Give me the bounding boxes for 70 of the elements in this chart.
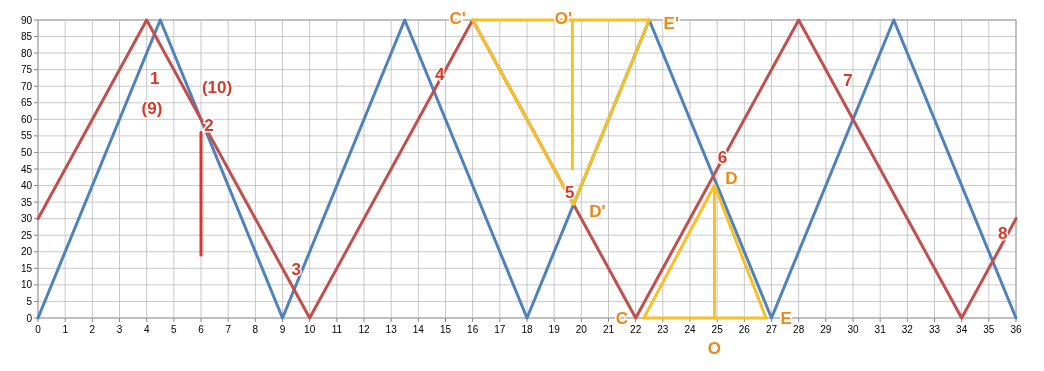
annotation: D' bbox=[589, 201, 606, 221]
x-tick-label: 19 bbox=[548, 324, 561, 335]
x-tick-label: 35 bbox=[983, 324, 995, 335]
y-tick-label: 85 bbox=[20, 31, 33, 43]
y-tick-label: 70 bbox=[20, 80, 33, 92]
x-tick-label: 30 bbox=[847, 324, 859, 335]
annotation: E bbox=[780, 309, 792, 329]
x-tick-label: 21 bbox=[602, 324, 615, 335]
y-tick-label: 30 bbox=[20, 213, 33, 225]
x-tick-label: 27 bbox=[765, 324, 778, 335]
x-tick-label: 36 bbox=[1010, 324, 1022, 335]
y-tick-label: 50 bbox=[20, 146, 33, 158]
x-tick-label: 28 bbox=[793, 324, 805, 335]
annotation: 3 bbox=[291, 260, 301, 280]
x-tick-label: 23 bbox=[657, 324, 669, 335]
x-tick-label: 32 bbox=[901, 324, 914, 335]
x-tick-label: 22 bbox=[630, 324, 642, 335]
y-tick-label: 35 bbox=[20, 196, 33, 208]
x-tick-label: 25 bbox=[711, 324, 724, 335]
x-tick-label: 17 bbox=[494, 324, 506, 335]
annotation: 7 bbox=[843, 70, 853, 90]
x-tick-label: 11 bbox=[331, 324, 343, 335]
annotation: 1 bbox=[150, 69, 160, 89]
x-tick-label: 18 bbox=[521, 324, 533, 335]
y-tick-label: 60 bbox=[20, 113, 33, 125]
x-tick-label: 8 bbox=[252, 324, 259, 335]
y-tick-label: 20 bbox=[20, 246, 33, 258]
y-tick-label: 90 bbox=[20, 14, 33, 26]
x-tick-label: 15 bbox=[439, 324, 452, 335]
x-tick-label: 29 bbox=[820, 324, 832, 335]
y-tick-label: 0 bbox=[26, 312, 33, 324]
y-tick-label: 25 bbox=[20, 229, 33, 241]
x-tick-label: 4 bbox=[143, 324, 150, 335]
annotation: E' bbox=[663, 14, 679, 34]
annotation: D bbox=[725, 169, 738, 189]
x-tick-label: 3 bbox=[116, 324, 123, 335]
x-tick-label: 16 bbox=[467, 324, 479, 335]
x-tick-label: 12 bbox=[358, 324, 370, 335]
x-tick-label: 5 bbox=[171, 324, 178, 335]
x-tick-label: 10 bbox=[304, 324, 316, 335]
y-tick-label: 75 bbox=[20, 64, 33, 76]
y-tick-label: 5 bbox=[26, 295, 33, 307]
x-tick-label: 0 bbox=[35, 324, 42, 335]
annotation: C' bbox=[449, 9, 466, 29]
y-tick-label: 80 bbox=[20, 47, 33, 59]
x-tick-label: 7 bbox=[225, 324, 232, 335]
y-tick-label: 45 bbox=[20, 163, 33, 175]
annotation: C bbox=[615, 309, 628, 329]
x-tick-label: 26 bbox=[738, 324, 751, 335]
x-tick-label: 20 bbox=[575, 324, 588, 335]
x-tick-label: 1 bbox=[62, 324, 69, 335]
x-tick-label: 34 bbox=[956, 324, 968, 335]
y-tick-label: 40 bbox=[20, 180, 33, 192]
x-tick-label: 2 bbox=[89, 324, 96, 335]
annotation: 2 bbox=[204, 115, 214, 135]
y-tick-label: 65 bbox=[20, 97, 33, 109]
y-tick-label: 10 bbox=[20, 279, 33, 291]
annotation: 8 bbox=[997, 224, 1008, 244]
x-tick-label: 24 bbox=[684, 324, 696, 335]
annotation: (10) bbox=[201, 77, 233, 97]
x-tick-label: 9 bbox=[279, 324, 286, 335]
x-tick-label: 13 bbox=[385, 324, 398, 335]
x-tick-label: 14 bbox=[412, 324, 425, 335]
x-tick-label: 31 bbox=[874, 324, 887, 335]
annotation: O bbox=[707, 339, 722, 359]
x-tick-label: 6 bbox=[198, 324, 205, 335]
y-tick-label: 55 bbox=[20, 130, 33, 142]
annotation: (9) bbox=[141, 98, 163, 118]
x-tick-label: 33 bbox=[928, 324, 941, 335]
y-tick-label: 15 bbox=[20, 262, 33, 274]
